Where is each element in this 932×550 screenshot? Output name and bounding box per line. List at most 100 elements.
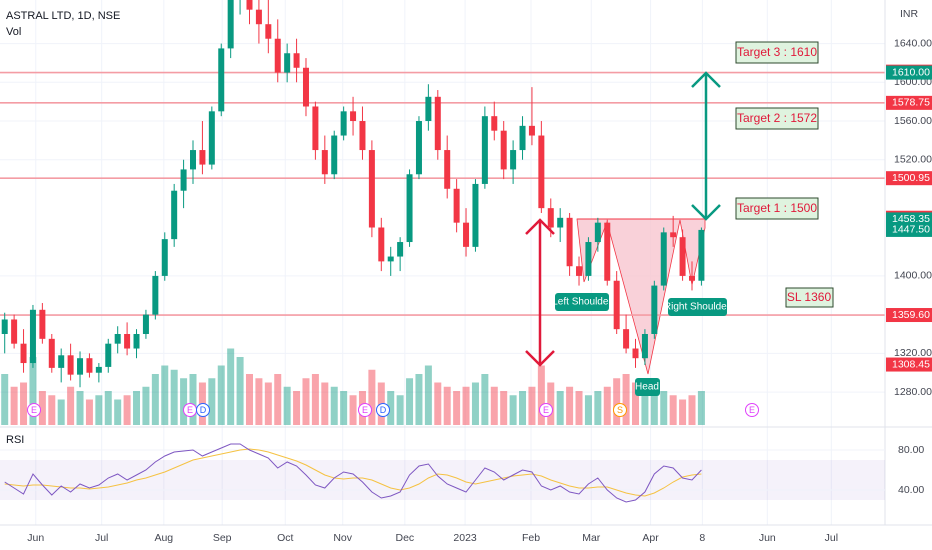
candle-body (312, 106, 319, 151)
right-shoulder: Right Shoulder (664, 302, 731, 313)
y-tick-label: 1560.00 (894, 115, 932, 127)
candle-body (397, 242, 404, 257)
volume-bar (161, 365, 169, 425)
candle-body (114, 333, 121, 344)
candle-body (302, 67, 309, 107)
x-tick-label: Nov (333, 532, 352, 544)
x-tick-label: Feb (522, 532, 540, 544)
x-tick-label: Dec (395, 532, 414, 544)
volume-bar (575, 391, 583, 425)
candle-body (48, 338, 55, 368)
event-label: E (187, 405, 193, 415)
candle-body (77, 358, 84, 375)
volume-label: Vol (6, 26, 21, 38)
x-tick-label: 2023 (453, 532, 477, 544)
volume-bar (274, 374, 282, 425)
candle-body (218, 48, 225, 112)
volume-bar (1, 374, 9, 425)
candle-body (651, 285, 658, 334)
left-shoulder: Left Shoulder (552, 297, 612, 308)
price-label: 1447.50 (892, 224, 930, 236)
volume-bar (396, 395, 404, 425)
y-tick-label: 1640.00 (894, 37, 932, 49)
target2: Target 2 : 1572 (737, 111, 817, 125)
volume-bar (57, 399, 65, 425)
pattern-shape (576, 218, 706, 375)
volume-bar (255, 378, 263, 425)
candle-body (265, 24, 272, 39)
candle-body (171, 190, 178, 240)
candle-body (613, 280, 620, 330)
volume-bar (104, 391, 112, 425)
price-label-bg (886, 95, 932, 110)
volume-bar (170, 369, 178, 425)
volume-bar (632, 382, 640, 425)
candle-body (331, 135, 338, 175)
price-label: 1578.75 (892, 97, 930, 109)
volume-bar (151, 374, 159, 425)
red-arrow (525, 218, 555, 367)
x-tick-label: Mar (582, 532, 601, 544)
volume-bar (67, 386, 75, 425)
volume-bar (697, 391, 705, 425)
event-icon (196, 403, 210, 417)
volume-bar (566, 386, 574, 425)
candle-body (576, 266, 583, 276)
rsi-tick-label: 80.00 (898, 444, 924, 456)
volume-bar (547, 382, 555, 425)
rsi-title: RSI (6, 434, 24, 446)
volume-bar (622, 374, 630, 425)
x-tick-label: 8 (699, 532, 705, 544)
price-label-bg (886, 357, 932, 372)
x-tick-label: Jul (95, 532, 108, 544)
candle-body (20, 343, 27, 364)
candle-body (124, 333, 131, 349)
volume-bar (462, 386, 470, 425)
volume-bar (650, 382, 658, 425)
price-label-bg (886, 212, 932, 227)
candle-body (152, 275, 159, 315)
x-tick-label: Jun (759, 532, 776, 544)
candle-body (425, 96, 432, 122)
price-label: 1458.35 (892, 213, 930, 225)
candle-body (594, 222, 601, 243)
candle-body (444, 150, 451, 189)
volume-bar (264, 382, 272, 425)
x-tick-label: Jul (825, 532, 838, 544)
candle-body (406, 174, 413, 243)
title: ASTRAL LTD, 1D, NSE (6, 10, 120, 22)
candle-body (519, 125, 526, 151)
volume-bar (114, 399, 122, 425)
candle-body (566, 217, 573, 267)
volume-bar (368, 369, 376, 425)
candle-body (453, 188, 460, 223)
candle-body (481, 116, 488, 184)
volume-bar (217, 365, 225, 425)
volume-bar (321, 382, 329, 425)
event-label: S (617, 405, 623, 415)
volume-bar (236, 357, 244, 425)
volume-bar (76, 391, 84, 425)
volume-bar (85, 399, 93, 425)
volume-bar (48, 395, 56, 425)
candle-body (660, 232, 667, 286)
candle-body (58, 355, 65, 368)
rsi-tick-label: 40.00 (898, 484, 924, 496)
volume-layer (1, 348, 705, 425)
candle-body (161, 239, 168, 276)
volume-bar (227, 348, 235, 425)
price-label: 1308.45 (892, 358, 930, 370)
volume-bar (245, 374, 253, 425)
price-label: 1500.95 (892, 172, 930, 184)
volume-bar (424, 365, 432, 425)
candle-body (105, 343, 112, 367)
candle-body (434, 96, 441, 151)
x-tick-label: Jun (27, 532, 44, 544)
event-icon (745, 403, 759, 417)
volume-bar (481, 374, 489, 425)
y-tick-label: 1320.00 (894, 347, 932, 359)
price-label-bg (886, 222, 932, 237)
price-label-bg (886, 308, 932, 323)
volume-bar (443, 386, 451, 425)
